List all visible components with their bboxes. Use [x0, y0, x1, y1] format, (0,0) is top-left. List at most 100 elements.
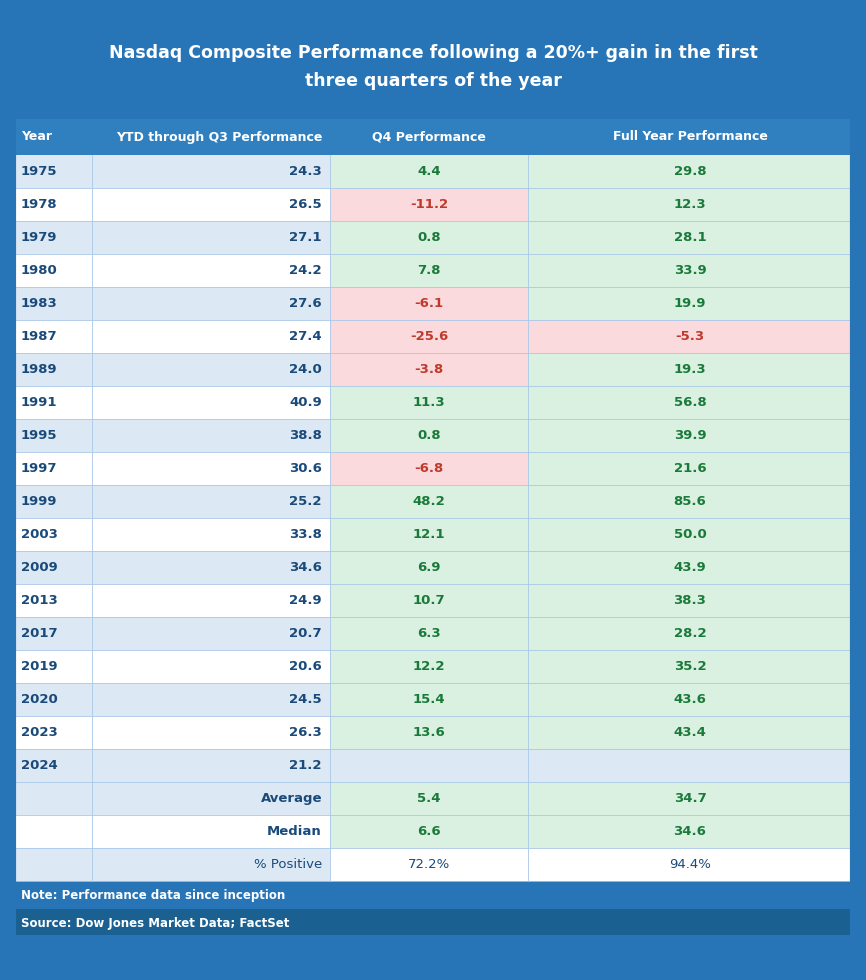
- Bar: [14, 188, 330, 221]
- Text: 2003: 2003: [21, 528, 58, 541]
- Text: 40.9: 40.9: [289, 396, 322, 409]
- Bar: [14, 485, 330, 518]
- Text: 33.8: 33.8: [289, 528, 322, 541]
- Bar: [14, 287, 330, 320]
- Bar: [330, 452, 528, 485]
- Bar: [330, 353, 528, 386]
- Bar: [330, 320, 528, 353]
- Bar: [14, 119, 852, 155]
- Text: 50.0: 50.0: [674, 528, 707, 541]
- Bar: [528, 419, 852, 452]
- Text: 7.8: 7.8: [417, 264, 441, 277]
- Text: 30.6: 30.6: [289, 462, 322, 475]
- Bar: [330, 782, 528, 815]
- Text: 34.7: 34.7: [674, 792, 707, 805]
- Bar: [14, 221, 330, 254]
- Text: 12.2: 12.2: [413, 660, 445, 673]
- Text: 0.8: 0.8: [417, 231, 441, 244]
- Text: 20.6: 20.6: [289, 660, 322, 673]
- Bar: [330, 518, 528, 551]
- Text: -11.2: -11.2: [410, 198, 448, 211]
- Bar: [330, 485, 528, 518]
- Bar: [330, 551, 528, 584]
- Bar: [528, 386, 852, 419]
- Bar: [528, 749, 852, 782]
- Bar: [330, 716, 528, 749]
- Text: Median: Median: [268, 825, 322, 838]
- Text: 2009: 2009: [21, 561, 58, 574]
- Text: 24.9: 24.9: [289, 594, 322, 607]
- Bar: [528, 485, 852, 518]
- Text: -6.8: -6.8: [414, 462, 443, 475]
- Text: Note: Performance data since inception: Note: Performance data since inception: [21, 889, 285, 902]
- Text: 24.2: 24.2: [289, 264, 322, 277]
- Bar: [330, 155, 528, 188]
- Bar: [14, 584, 330, 617]
- Text: 25.2: 25.2: [289, 495, 322, 508]
- Text: 6.9: 6.9: [417, 561, 441, 574]
- Bar: [14, 782, 330, 815]
- Bar: [330, 254, 528, 287]
- Text: 56.8: 56.8: [674, 396, 707, 409]
- Bar: [330, 848, 528, 881]
- Text: 1980: 1980: [21, 264, 58, 277]
- Text: % Positive: % Positive: [254, 858, 322, 871]
- Text: 13.6: 13.6: [412, 726, 445, 739]
- Text: 2024: 2024: [21, 759, 58, 772]
- Text: 1983: 1983: [21, 297, 58, 310]
- Text: 1991: 1991: [21, 396, 57, 409]
- Text: 24.3: 24.3: [289, 165, 322, 178]
- Text: 1978: 1978: [21, 198, 58, 211]
- Bar: [14, 518, 330, 551]
- Text: 12.1: 12.1: [413, 528, 445, 541]
- Text: 38.8: 38.8: [289, 429, 322, 442]
- Text: 48.2: 48.2: [412, 495, 445, 508]
- Text: 0.8: 0.8: [417, 429, 441, 442]
- Text: Year: Year: [21, 130, 52, 143]
- Bar: [528, 518, 852, 551]
- Bar: [528, 353, 852, 386]
- Text: 1995: 1995: [21, 429, 57, 442]
- Bar: [528, 188, 852, 221]
- Bar: [528, 848, 852, 881]
- Text: 10.7: 10.7: [413, 594, 445, 607]
- Bar: [14, 881, 852, 909]
- Bar: [528, 320, 852, 353]
- Bar: [528, 551, 852, 584]
- Text: 2019: 2019: [21, 660, 58, 673]
- Text: 5.4: 5.4: [417, 792, 441, 805]
- Bar: [528, 782, 852, 815]
- Bar: [330, 287, 528, 320]
- Text: 27.6: 27.6: [289, 297, 322, 310]
- Text: -5.3: -5.3: [675, 330, 705, 343]
- Bar: [14, 749, 330, 782]
- Text: 1975: 1975: [21, 165, 57, 178]
- Bar: [14, 452, 330, 485]
- Bar: [528, 155, 852, 188]
- Text: 1997: 1997: [21, 462, 57, 475]
- Text: 43.9: 43.9: [674, 561, 707, 574]
- Text: 1979: 1979: [21, 231, 57, 244]
- Text: 6.3: 6.3: [417, 627, 441, 640]
- Text: 27.4: 27.4: [289, 330, 322, 343]
- Text: 35.2: 35.2: [674, 660, 707, 673]
- Bar: [330, 221, 528, 254]
- Text: 2023: 2023: [21, 726, 58, 739]
- Bar: [14, 14, 852, 119]
- Text: 12.3: 12.3: [674, 198, 707, 211]
- Bar: [528, 452, 852, 485]
- Text: -6.1: -6.1: [415, 297, 443, 310]
- Text: 28.2: 28.2: [674, 627, 707, 640]
- Text: 11.3: 11.3: [413, 396, 445, 409]
- Bar: [330, 419, 528, 452]
- Text: -25.6: -25.6: [410, 330, 448, 343]
- Text: 29.8: 29.8: [674, 165, 707, 178]
- Text: 94.4%: 94.4%: [669, 858, 711, 871]
- Text: 26.5: 26.5: [289, 198, 322, 211]
- Text: 24.5: 24.5: [289, 693, 322, 706]
- Bar: [528, 815, 852, 848]
- Bar: [330, 617, 528, 650]
- Bar: [14, 386, 330, 419]
- Text: 19.3: 19.3: [674, 363, 707, 376]
- Bar: [528, 617, 852, 650]
